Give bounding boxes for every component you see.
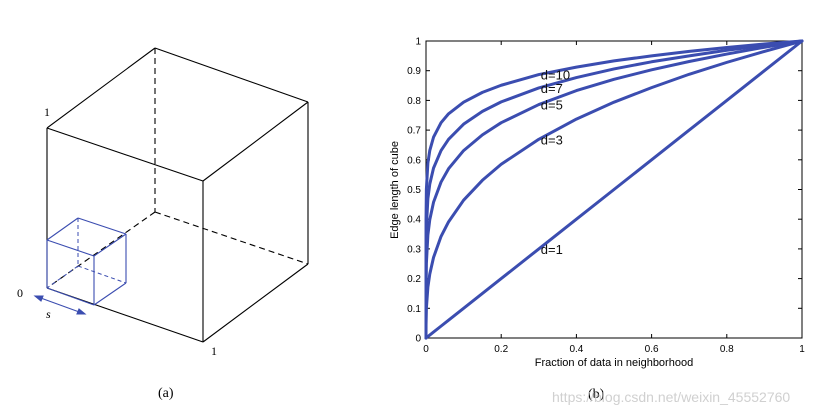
subcube-edge	[93, 233, 127, 257]
caption-a: (a)	[158, 386, 174, 401]
y-tick-label: 0	[415, 334, 421, 345]
subcube-edge	[46, 217, 79, 241]
subcube-hidden-edge	[77, 265, 127, 284]
y-tick-label: 0.1	[407, 304, 421, 315]
watermark: https://blog.csdn.net/weixin_45552760	[552, 389, 790, 405]
subcube-edge	[77, 217, 127, 235]
y-tick-label: 0.7	[407, 126, 421, 137]
x-tick-label: 0.6	[645, 344, 659, 355]
series-label-d-5: d=5	[541, 98, 563, 113]
series-label-layer: d=10d=7 d=5 d=3 d=1	[541, 68, 570, 257]
axis-layer: 0 0.2 0.4 0.6 0.8 1 0 0.1 0.2 0.3 0.4 0.5 0.6 0.7 0.8 0…	[407, 37, 805, 356]
caption-b: (b)	[588, 387, 605, 402]
series-label-d-7: d=7	[541, 81, 563, 96]
series-label-d-1: d=1	[541, 242, 563, 257]
y-tick-label: 1	[415, 37, 421, 48]
panel-a-cube-diagram: 1 1 0 s (a)	[17, 47, 309, 401]
cube-hidden-edge	[154, 211, 309, 265]
x-tick-label: 0.8	[720, 344, 734, 355]
label-top: 1	[44, 105, 50, 119]
cube-edge	[202, 101, 309, 182]
x-tick-label: 0.4	[569, 344, 583, 355]
y-tick-label: 0.6	[407, 155, 421, 166]
y-tick-label: 0.4	[407, 215, 421, 226]
cube-hidden-edge	[46, 211, 156, 289]
series-line-d-10	[424, 39, 804, 340]
label-s: s	[46, 307, 51, 321]
label-bottom-right: 1	[211, 344, 217, 358]
subcube-edge	[93, 282, 127, 306]
x-tick-label: 1	[799, 344, 805, 355]
y-tick-label: 0.5	[407, 185, 421, 196]
cube-edge	[202, 263, 309, 343]
subcube-edge	[46, 239, 95, 257]
y-tick-label: 0.2	[407, 274, 421, 285]
s-arrow	[33, 295, 87, 315]
y-tick-label: 0.9	[407, 66, 421, 77]
series-line-d-5	[424, 39, 804, 340]
series-line-d-1	[424, 39, 804, 340]
series-label-d-10: d=10	[541, 68, 570, 83]
series-layer	[424, 39, 804, 340]
series-line-d-7	[424, 39, 804, 340]
label-origin: 0	[17, 286, 23, 300]
x-tick-label: 0	[423, 344, 429, 355]
y-tick-label: 0.3	[407, 244, 421, 255]
cube-edge	[154, 47, 309, 103]
y-axis-label: Edge length of cube	[389, 141, 401, 239]
subcube-edge	[46, 287, 95, 306]
y-tick-label: 0.8	[407, 96, 421, 107]
subcube-hidden-edge	[46, 265, 79, 289]
x-axis-label: Fraction of data in neighborhood	[535, 357, 693, 369]
cube-edge	[46, 47, 156, 129]
x-tick-label: 0.2	[494, 344, 508, 355]
cube-edge	[46, 127, 204, 182]
series-label-d-3: d=3	[541, 132, 563, 147]
series-line-d-3	[424, 39, 804, 340]
panel-b-chart: 0 0.2 0.4 0.6 0.8 1 0 0.1 0.2 0.3 0.4 0.5 0.6 0.7 0.8 0…	[389, 37, 805, 406]
